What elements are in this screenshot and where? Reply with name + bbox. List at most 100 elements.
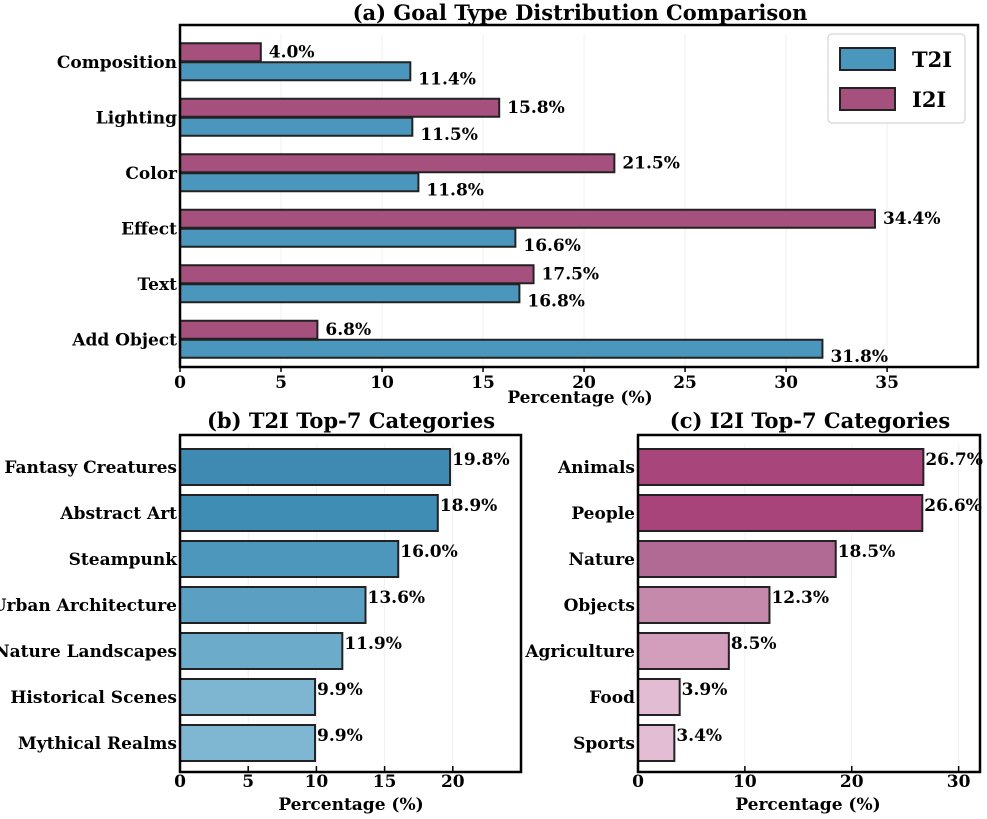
bar-t2i-color [179, 172, 420, 193]
data-label-i2i-composition: 4.0% [269, 42, 315, 62]
panel-c-category-labels: Animals People Nature Objects Agriculture Foo… [524, 458, 635, 754]
b-tick-label: 5 [242, 772, 254, 792]
bar-i2i-effect [179, 208, 876, 229]
c-data-label-agriculture: 8.5% [731, 634, 777, 654]
b-category-fantasy-creatures: Fantasy Creatures [4, 458, 177, 478]
legend-swatch-t2i [839, 47, 896, 71]
panel-b-t2i-categories-chart: (b) T2I Top-7 Categories 19.8% 18.9% 16.0%… [0, 408, 523, 815]
data-label-t2i-color: 11.8% [426, 180, 484, 200]
data-label-t2i-lighting: 11.5% [420, 125, 478, 145]
b-category-urban-architecture: Urban Architecture [0, 596, 177, 616]
legend-label-i2i: I2I [912, 87, 946, 112]
b-bar-urban-architecture [179, 586, 367, 624]
b-tick-label: 10 [305, 772, 329, 792]
b-data-label-mythical-realms: 9.9% [317, 726, 363, 746]
c-tick-label: 10 [733, 772, 757, 792]
c-category-food: Food [589, 688, 635, 708]
panel-b-frame [178, 433, 523, 774]
a-category-effect: Effect [121, 219, 177, 239]
panel-c-frame [636, 433, 982, 774]
c-bar-nature [637, 540, 837, 578]
c-category-agriculture: Agriculture [524, 642, 635, 662]
b-bar-nature-landscapes [179, 632, 344, 670]
panel-a-data-labels: 11.4% 4.0% 11.5% 15.8% 11.8% 21.5% 16.6% 34.4% 1… [269, 42, 941, 367]
b-tick-label: 15 [373, 772, 397, 792]
panel-a-frame [178, 23, 980, 369]
data-label-i2i-add-object: 6.8% [325, 320, 371, 340]
c-bar-sports [637, 724, 676, 762]
bar-i2i-color [179, 153, 616, 174]
b-bar-mythical-realms [179, 724, 317, 762]
c-data-label-food: 3.9% [682, 680, 728, 700]
b-bar-steampunk [179, 540, 400, 578]
data-label-t2i-add-object: 31.8% [830, 347, 888, 367]
legend-swatch-i2i [839, 87, 896, 111]
a-category-add-object: Add Object [71, 330, 177, 350]
data-label-t2i-effect: 16.6% [523, 236, 581, 256]
bar-i2i-lighting [179, 97, 501, 118]
data-label-t2i-composition: 11.4% [418, 69, 476, 89]
panel-c-x-ticks: 0 10 20 30 [632, 766, 971, 792]
bar-t2i-add-object [179, 338, 824, 359]
b-data-label-steampunk: 16.0% [400, 542, 458, 562]
bar-i2i-composition [179, 42, 262, 63]
a-category-composition: Composition [57, 53, 177, 73]
panel-a-category-labels: Composition Lighting Color Effect Text Add Ob… [57, 53, 178, 351]
panel-c-data-labels: 26.7% 26.6% 18.5% 12.3% 8.5% 3.9% 3.4% [676, 450, 983, 746]
panel-b-x-ticks: 0 5 10 15 20 [174, 766, 465, 792]
b-data-label-fantasy-creatures: 19.8% [452, 450, 510, 470]
c-category-animals: Animals [557, 458, 635, 478]
b-category-nature-landscapes: Nature Landscapes [0, 642, 177, 662]
a-tick-label: 35 [875, 373, 899, 393]
panel-b-category-labels: Fantasy Creatures Abstract Art Steampunk Ur… [0, 458, 178, 754]
b-data-label-urban-architecture: 13.6% [368, 588, 426, 608]
panel-a-legend: T2I I2I [827, 33, 966, 124]
c-tick-label: 0 [632, 772, 644, 792]
b-bar-abstract-art [179, 494, 439, 532]
c-bar-people [637, 494, 924, 532]
b-category-abstract-art: Abstract Art [59, 504, 177, 524]
bar-t2i-lighting [179, 116, 414, 137]
bar-i2i-text [179, 264, 535, 285]
a-category-lighting: Lighting [96, 108, 177, 128]
b-category-historical-scenes: Historical Scenes [10, 688, 177, 708]
bar-t2i-text [179, 283, 521, 304]
panel-c-i2i-categories-chart: (c) I2I Top-7 Categories 26.7% 26.6% 18.5%… [524, 408, 983, 815]
c-data-label-animals: 26.7% [925, 450, 983, 470]
panel-a-goal-type-chart: (a) Goal Type Distribution Comparison 11… [57, 0, 980, 408]
c-data-label-people: 26.6% [924, 496, 982, 516]
panel-a-x-ticks: 0 5 10 15 20 25 30 35 [174, 367, 899, 393]
c-tick-label: 30 [947, 772, 971, 792]
bar-i2i-add-object [179, 319, 319, 340]
c-bar-agriculture [637, 632, 730, 670]
c-data-label-sports: 3.4% [676, 726, 722, 746]
c-category-objects: Objects [564, 596, 635, 616]
a-tick-label: 15 [471, 373, 495, 393]
panel-c-title: (c) I2I Top-7 Categories [670, 408, 950, 433]
b-data-label-nature-landscapes: 11.9% [344, 634, 402, 654]
c-data-label-objects: 12.3% [771, 588, 829, 608]
bar-t2i-composition [179, 61, 412, 82]
b-bar-fantasy-creatures [179, 448, 452, 486]
c-category-people: People [571, 504, 635, 524]
c-data-label-nature: 18.5% [838, 542, 896, 562]
a-tick-label: 0 [174, 373, 186, 393]
data-label-i2i-lighting: 15.8% [507, 98, 565, 118]
b-data-label-abstract-art: 18.9% [440, 496, 498, 516]
panel-b-x-axis-label: Percentage (%) [278, 795, 423, 815]
panel-b-data-labels: 19.8% 18.9% 16.0% 13.6% 11.9% 9.9% 9.9% [317, 450, 510, 746]
a-tick-label: 25 [673, 373, 697, 393]
panel-a-title: (a) Goal Type Distribution Comparison [353, 0, 808, 25]
data-label-i2i-text: 17.5% [542, 264, 600, 284]
bar-t2i-effect [179, 227, 517, 248]
c-tick-label: 20 [840, 772, 864, 792]
panel-c-x-axis-label: Percentage (%) [735, 795, 880, 815]
c-bar-objects [637, 586, 771, 624]
c-category-sports: Sports [573, 734, 635, 754]
panel-a-bars [179, 42, 876, 359]
panel-a-grid [179, 34, 888, 367]
b-category-mythical-realms: Mythical Realms [18, 734, 177, 754]
b-tick-label: 0 [174, 772, 186, 792]
a-tick-label: 20 [572, 373, 596, 393]
